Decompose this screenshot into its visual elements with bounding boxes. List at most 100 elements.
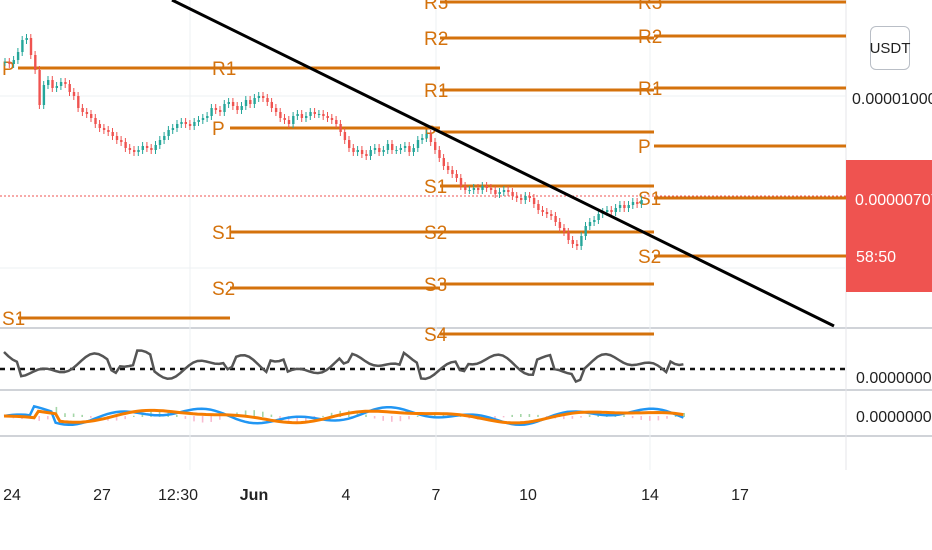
candle-body xyxy=(584,226,587,236)
candle-body xyxy=(296,114,299,116)
candle-body xyxy=(201,118,205,120)
macd-bar xyxy=(262,411,264,417)
candle-body xyxy=(171,128,175,130)
macd-bar xyxy=(115,416,118,421)
candle-body xyxy=(4,62,7,63)
candle-body xyxy=(588,222,592,226)
pivot-label-block4-s2: S2 xyxy=(638,247,661,268)
candle-body xyxy=(399,148,402,150)
candle-body xyxy=(90,114,93,118)
candle-body xyxy=(313,112,316,114)
candle-body xyxy=(550,214,553,216)
macd-bar xyxy=(38,416,40,421)
macd-bar xyxy=(210,416,212,422)
candle-body xyxy=(416,140,420,148)
pivot-label-block3-s4: S4 xyxy=(424,325,448,346)
candle-body xyxy=(511,192,514,196)
pivot-label-block3-s2: S2 xyxy=(424,223,447,244)
candle-body xyxy=(610,210,613,212)
candle-body xyxy=(124,142,127,148)
macd-bar xyxy=(494,416,496,419)
candle-body xyxy=(623,205,626,208)
candle-body xyxy=(614,208,617,212)
candle-body xyxy=(227,102,230,104)
pivot-label-block3-s3: S3 xyxy=(424,275,447,296)
candle-body xyxy=(115,136,119,140)
macd-bar xyxy=(416,415,419,417)
candle-body xyxy=(485,186,488,188)
candle-body xyxy=(253,98,256,104)
candle-body xyxy=(348,140,351,148)
candle-countdown: 58:50 xyxy=(856,249,896,266)
candle-body xyxy=(468,190,471,191)
macd-bar xyxy=(365,414,367,417)
current-price-value: 0.00000707 xyxy=(855,192,932,209)
macd-bar xyxy=(657,416,660,421)
pivot-label-block2-r1: R1 xyxy=(212,59,236,80)
candle-body xyxy=(408,146,411,152)
macd-bar xyxy=(219,416,221,420)
candle-body xyxy=(77,96,80,108)
candle-body xyxy=(580,236,583,246)
candle-body xyxy=(537,204,540,210)
candle-body xyxy=(339,124,342,132)
candle-body xyxy=(369,150,372,156)
candle-body xyxy=(51,80,54,88)
candle-body xyxy=(244,100,248,106)
candle-body xyxy=(360,150,364,154)
macd-bar xyxy=(330,412,333,417)
candle-body xyxy=(502,190,506,192)
candle-body xyxy=(515,196,519,198)
candle-body xyxy=(317,114,321,115)
candle-body xyxy=(279,112,282,118)
candle-body xyxy=(141,146,144,150)
macd-bar xyxy=(201,416,204,423)
currency-unit-button[interactable]: USDT xyxy=(870,26,910,70)
candle-body xyxy=(55,86,58,88)
macd-bar xyxy=(81,414,83,417)
macd-bar xyxy=(382,416,384,421)
pivot-label-block4-s1: S1 xyxy=(638,189,661,210)
pivot-label-block4-p: P xyxy=(638,137,651,158)
macd-bar xyxy=(520,414,522,417)
time-axis: 24 27 12:30 Jun 4 7 10 14 17 xyxy=(3,487,749,504)
macd-bar xyxy=(90,416,92,418)
macd-bar xyxy=(64,413,66,417)
time-tick-label: Jun xyxy=(240,487,268,504)
macd-bar xyxy=(176,414,178,417)
candle-body xyxy=(494,190,497,194)
candle-body xyxy=(219,110,222,112)
candle-body xyxy=(567,232,570,240)
macd-bar xyxy=(391,416,393,422)
candle-body xyxy=(163,136,166,140)
candle-body xyxy=(636,202,639,204)
candle-body xyxy=(214,108,218,110)
macd-bar xyxy=(373,416,376,419)
candle-body xyxy=(81,108,84,112)
candle-body xyxy=(412,148,415,152)
candle-body xyxy=(425,134,428,138)
gridlines xyxy=(0,0,846,470)
candle-body xyxy=(455,174,458,178)
time-tick-label: 4 xyxy=(342,487,351,504)
macd-bar xyxy=(296,416,298,423)
candle-body xyxy=(575,244,579,246)
macd-bar xyxy=(649,416,651,421)
candle-body xyxy=(438,150,441,158)
candle-body xyxy=(446,166,450,170)
macd-bar xyxy=(124,416,126,420)
price-axis-top-label: 0.00001000 xyxy=(852,91,932,108)
macd-bar xyxy=(683,412,685,417)
candle-body xyxy=(21,40,24,52)
macd-bar xyxy=(47,416,49,420)
pivot-label-block3-r1: R1 xyxy=(424,81,448,102)
candle-body xyxy=(305,116,308,118)
candle-body xyxy=(266,98,269,102)
pivot-label-block2-s2: S2 xyxy=(212,279,235,300)
candle-body xyxy=(231,102,235,106)
candle-body xyxy=(167,130,170,136)
candle-body xyxy=(257,96,261,98)
candle-body xyxy=(395,150,398,151)
